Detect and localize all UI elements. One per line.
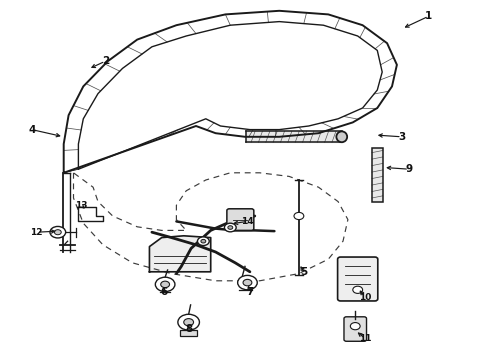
- Circle shape: [353, 286, 363, 293]
- Circle shape: [294, 212, 304, 220]
- Circle shape: [238, 275, 257, 290]
- Text: 12: 12: [30, 228, 43, 237]
- Circle shape: [54, 230, 61, 235]
- Circle shape: [178, 314, 199, 330]
- Text: 8: 8: [185, 324, 192, 334]
- Text: 5: 5: [300, 267, 307, 277]
- Text: 3: 3: [398, 132, 405, 142]
- Text: 2: 2: [102, 56, 109, 66]
- Text: 13: 13: [74, 201, 87, 210]
- Text: 11: 11: [359, 334, 371, 343]
- Circle shape: [350, 323, 360, 330]
- Ellipse shape: [336, 131, 347, 142]
- Text: 14: 14: [241, 217, 254, 226]
- Text: 10: 10: [359, 292, 371, 302]
- Bar: [180, 330, 197, 336]
- Circle shape: [184, 319, 194, 326]
- Circle shape: [201, 239, 206, 243]
- Bar: [372, 148, 383, 202]
- FancyBboxPatch shape: [338, 257, 378, 301]
- Circle shape: [228, 226, 233, 229]
- Text: 6: 6: [161, 287, 168, 297]
- Circle shape: [197, 237, 209, 246]
- Text: 1: 1: [425, 11, 432, 21]
- Circle shape: [243, 279, 252, 286]
- Circle shape: [161, 281, 170, 288]
- Polygon shape: [149, 236, 211, 272]
- Circle shape: [50, 226, 66, 238]
- Text: 7: 7: [246, 287, 254, 297]
- Circle shape: [224, 223, 236, 232]
- Text: 9: 9: [406, 164, 413, 174]
- Text: 4: 4: [28, 125, 36, 135]
- FancyBboxPatch shape: [344, 317, 367, 341]
- Circle shape: [155, 277, 175, 292]
- FancyBboxPatch shape: [227, 209, 254, 230]
